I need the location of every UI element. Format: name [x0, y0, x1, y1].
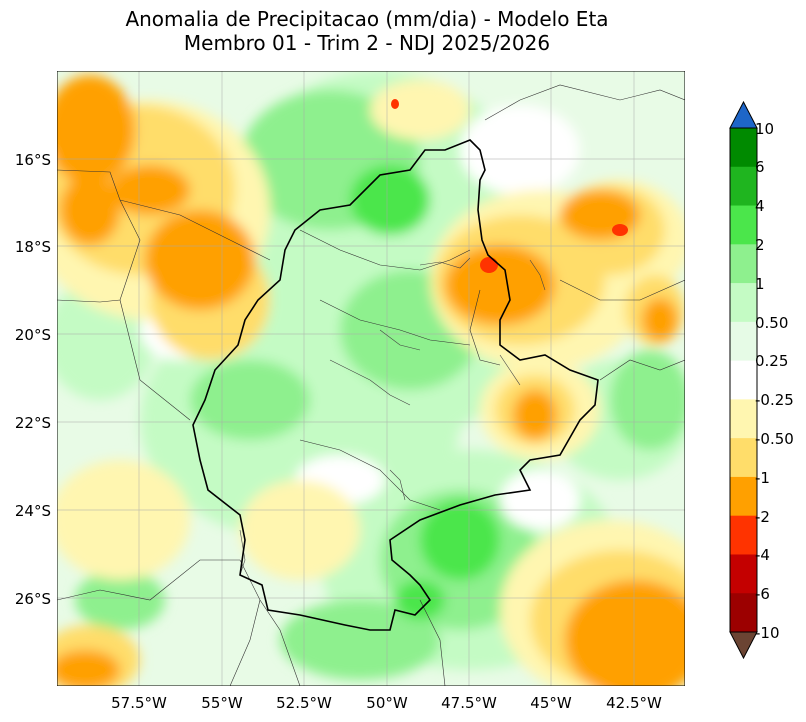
- colorbar-level-label: -1: [755, 469, 770, 487]
- colorbar-segment: [730, 360, 757, 400]
- colorbar-extend-top: [729, 100, 758, 129]
- colorbar-level-label: -10: [755, 624, 780, 642]
- map-title-line-2: Membro 01 - Trim 2 - NDJ 2025/2026: [183, 31, 551, 55]
- lon-label: 45°W: [530, 694, 572, 712]
- precipitation-anomaly-field: [57, 71, 685, 686]
- colorbar-segment: [730, 476, 757, 517]
- colorbar-level-label: -0.25: [755, 391, 794, 409]
- colorbar-level-label: 2: [755, 236, 765, 254]
- colorbar-segment: [730, 515, 757, 555]
- lon-label: 57.5°W: [111, 694, 167, 712]
- colorbar-segment: [730, 399, 757, 439]
- colorbar-segment: [730, 593, 757, 633]
- colorbar-level-label: 0.25: [755, 352, 788, 370]
- lon-label: 42.5°W: [606, 694, 662, 712]
- colorbar-segment: [730, 244, 757, 284]
- colorbar-extend-bottom: [729, 631, 758, 660]
- colorbar-level-label: -4: [755, 546, 770, 564]
- lat-label: 16°S: [15, 151, 51, 169]
- lat-label: 20°S: [15, 326, 51, 344]
- lon-label: 52.5°W: [276, 694, 332, 712]
- colorbar-level-label: -0.50: [755, 430, 794, 448]
- map-title-line-1: Anomalia de Precipitacao (mm/dia) - Mode…: [125, 7, 609, 31]
- lon-label: 55°W: [201, 694, 243, 712]
- longitude-labels: 57.5°W 55°W 52.5°W 50°W 47.5°W 45°W 42.5…: [111, 694, 662, 712]
- colorbar-level-label: 10: [755, 120, 774, 138]
- colorbar-segment: [730, 321, 757, 362]
- lon-label: 47.5°W: [441, 694, 497, 712]
- latitude-labels: 16°S 18°S 20°S 22°S 24°S 26°S: [15, 151, 51, 608]
- lon-label: 50°W: [366, 694, 408, 712]
- colorbar-level-label: 4: [755, 197, 765, 215]
- colorbar-segment: [730, 128, 757, 168]
- colorbar-segment: [730, 438, 757, 478]
- region-outline: [192, 139, 599, 631]
- colorbar-segment: [730, 166, 757, 207]
- lat-label: 26°S: [15, 590, 51, 608]
- colorbar-segment: [730, 205, 757, 245]
- lat-label: 24°S: [15, 502, 51, 520]
- colorbar-level-label: -6: [755, 585, 770, 603]
- colorbar-segment: [730, 283, 757, 323]
- colorbar-level-label: 6: [755, 158, 765, 176]
- lat-label: 18°S: [15, 238, 51, 256]
- colorbar-level-label: 1: [755, 275, 765, 293]
- colorbar-level-label: 0.50: [755, 314, 788, 332]
- colorbar-level-label: -2: [755, 508, 770, 526]
- lat-label: 22°S: [15, 414, 51, 432]
- colorbar: 10 6 4 2 1 0.50 0.25 -0.25 -0.50 -1 -2 -…: [729, 100, 794, 660]
- rivers: [239, 257, 546, 576]
- colorbar-segment: [730, 554, 757, 594]
